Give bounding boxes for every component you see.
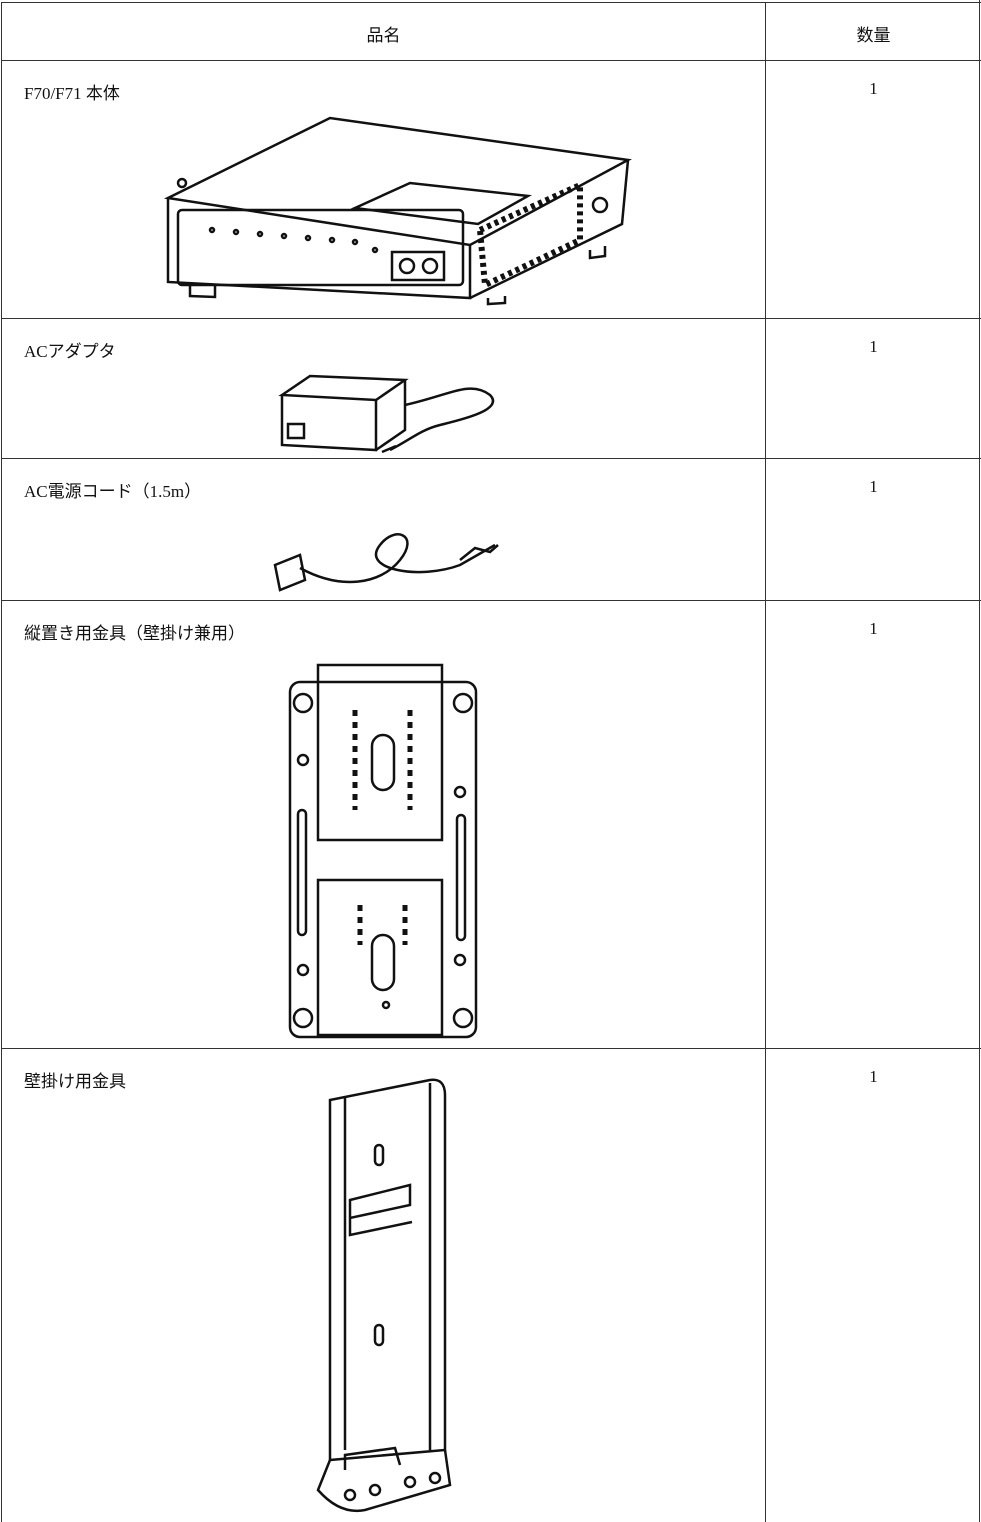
adapter-illustration	[278, 374, 495, 454]
name-cell: AC電源コード（1.5m）	[1, 458, 765, 600]
header-text: 数量	[856, 26, 891, 45]
item-name: ACアダプタ	[24, 342, 116, 361]
router-illustration	[163, 116, 632, 306]
header-cell: 数量	[765, 2, 981, 60]
right-border	[979, 0, 980, 1522]
item-name: F70/F71 本体	[24, 84, 120, 103]
item-name: AC電源コード（1.5m）	[24, 482, 202, 501]
item-qty: 1	[869, 619, 878, 638]
item-qty: 1	[869, 477, 878, 496]
qty-cell: 1	[765, 458, 981, 600]
wall-bracket-illustration	[316, 1078, 452, 1513]
name-cell: ACアダプタ	[1, 318, 765, 458]
header-cell: 品名	[1, 2, 765, 60]
name-cell: 縦置き用金具（壁掛け兼用）	[1, 600, 765, 1048]
item-name: 壁掛け用金具	[24, 1072, 126, 1091]
qty-cell: 1	[765, 60, 981, 318]
qty-cell: 1	[765, 1048, 981, 1522]
name-cell: 壁掛け用金具	[1, 1048, 765, 1522]
item-qty: 1	[869, 79, 878, 98]
item-qty: 1	[869, 1067, 878, 1086]
item-qty: 1	[869, 337, 878, 356]
header-text: 品名	[366, 26, 401, 45]
stand-bracket-illustration	[288, 663, 478, 1039]
item-name: 縦置き用金具（壁掛け兼用）	[24, 624, 245, 643]
name-cell: F70/F71 本体	[1, 60, 765, 318]
cord-illustration	[273, 533, 499, 592]
qty-cell: 1	[765, 318, 981, 458]
qty-cell: 1	[765, 600, 981, 1048]
